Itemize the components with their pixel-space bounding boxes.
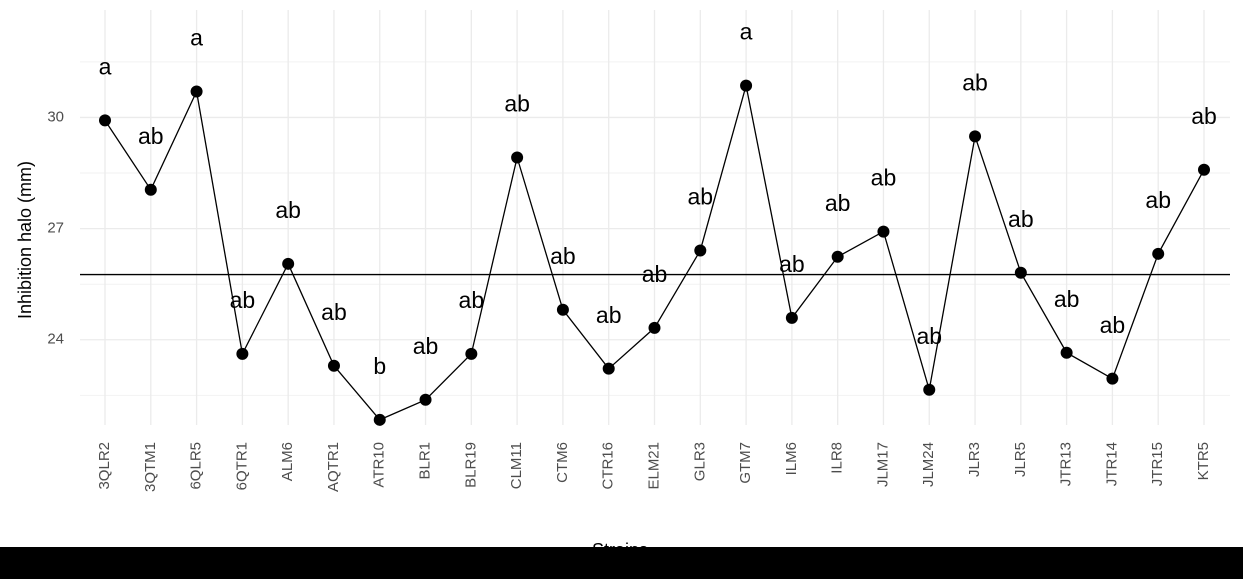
data-point bbox=[99, 114, 111, 127]
x-tick-label: ELM21 bbox=[645, 442, 662, 490]
x-tick-label: JLM17 bbox=[874, 442, 891, 487]
data-label: b bbox=[373, 353, 386, 379]
data-point bbox=[602, 362, 615, 375]
data-label: ab bbox=[1054, 286, 1080, 312]
x-tick-label: JLM24 bbox=[920, 442, 937, 487]
data-label: ab bbox=[916, 323, 942, 349]
data-label: a bbox=[190, 25, 203, 51]
data-label: ab bbox=[230, 287, 256, 313]
data-label: ab bbox=[504, 91, 530, 117]
x-tick-label: GLR3 bbox=[691, 442, 708, 481]
data-label: a bbox=[99, 53, 112, 79]
data-label: ab bbox=[275, 197, 301, 223]
data-label: ab bbox=[825, 190, 851, 216]
data-point bbox=[282, 257, 295, 270]
data-point bbox=[1014, 266, 1027, 279]
data-label: ab bbox=[871, 165, 897, 191]
x-tick-label: JTR15 bbox=[1149, 442, 1166, 486]
data-label: ab bbox=[459, 287, 485, 313]
data-point bbox=[1106, 372, 1119, 385]
bottom-band bbox=[0, 547, 1243, 579]
data-point bbox=[969, 130, 982, 143]
x-tick-label: JLR3 bbox=[966, 442, 983, 477]
data-label: ab bbox=[1145, 187, 1171, 213]
data-point bbox=[1152, 247, 1165, 260]
data-label: ab bbox=[413, 333, 439, 359]
x-tick-label: 3QLR2 bbox=[96, 442, 113, 490]
data-label: ab bbox=[321, 299, 347, 325]
data-point bbox=[144, 183, 157, 196]
y-tick-label: 30 bbox=[47, 108, 64, 125]
data-point bbox=[740, 79, 753, 92]
data-point bbox=[1198, 163, 1210, 176]
data-point bbox=[511, 151, 524, 164]
data-label: ab bbox=[138, 123, 164, 149]
x-tick-label: AQTR1 bbox=[325, 442, 342, 492]
data-point bbox=[694, 244, 707, 257]
data-point bbox=[1060, 346, 1073, 359]
x-tick-label: JTR14 bbox=[1103, 442, 1120, 486]
data-label: a bbox=[740, 19, 753, 45]
x-tick-label: GTM7 bbox=[737, 442, 754, 484]
data-point bbox=[236, 347, 249, 360]
data-label: ab bbox=[550, 243, 576, 269]
x-tick-label: KTR5 bbox=[1195, 442, 1212, 480]
x-tick-label: BLR19 bbox=[462, 442, 479, 488]
data-label: ab bbox=[962, 69, 988, 95]
y-tick-label: 27 bbox=[47, 220, 64, 237]
x-tick-label: 6QTR1 bbox=[233, 442, 250, 490]
x-tick-label: BLR1 bbox=[417, 442, 434, 480]
data-point bbox=[923, 383, 936, 396]
data-point bbox=[465, 347, 478, 360]
y-tick-label: 24 bbox=[47, 331, 64, 348]
data-label: ab bbox=[596, 302, 622, 328]
data-label: ab bbox=[1191, 103, 1217, 129]
data-point bbox=[373, 413, 386, 426]
x-tick-label: ILM6 bbox=[783, 442, 800, 475]
data-label: ab bbox=[779, 251, 805, 277]
data-point bbox=[831, 250, 844, 263]
x-tick-label: 3QTM1 bbox=[142, 442, 159, 492]
data-point bbox=[190, 85, 203, 98]
data-point bbox=[785, 311, 798, 324]
data-point bbox=[556, 303, 569, 316]
data-label: ab bbox=[687, 184, 713, 210]
data-point bbox=[648, 321, 661, 334]
data-point bbox=[419, 393, 432, 406]
data-point bbox=[327, 359, 340, 372]
data-label: ab bbox=[642, 261, 668, 287]
x-tick-label: CTR16 bbox=[600, 442, 617, 490]
x-tick-label: ATR10 bbox=[371, 442, 388, 488]
data-label: ab bbox=[1100, 312, 1126, 338]
data-point bbox=[877, 225, 890, 238]
x-tick-label: JTR13 bbox=[1058, 442, 1075, 486]
x-tick-label: JLR5 bbox=[1012, 442, 1029, 477]
x-tick-label: 6QLR5 bbox=[188, 442, 205, 490]
x-tick-label: ALM6 bbox=[279, 442, 296, 481]
y-axis-title: Inhibition halo (mm) bbox=[15, 161, 35, 319]
x-tick-label: CTM6 bbox=[554, 442, 571, 483]
x-tick-label: CLM11 bbox=[508, 442, 525, 489]
x-tick-label: ILR8 bbox=[829, 442, 846, 474]
data-label: ab bbox=[1008, 206, 1034, 232]
